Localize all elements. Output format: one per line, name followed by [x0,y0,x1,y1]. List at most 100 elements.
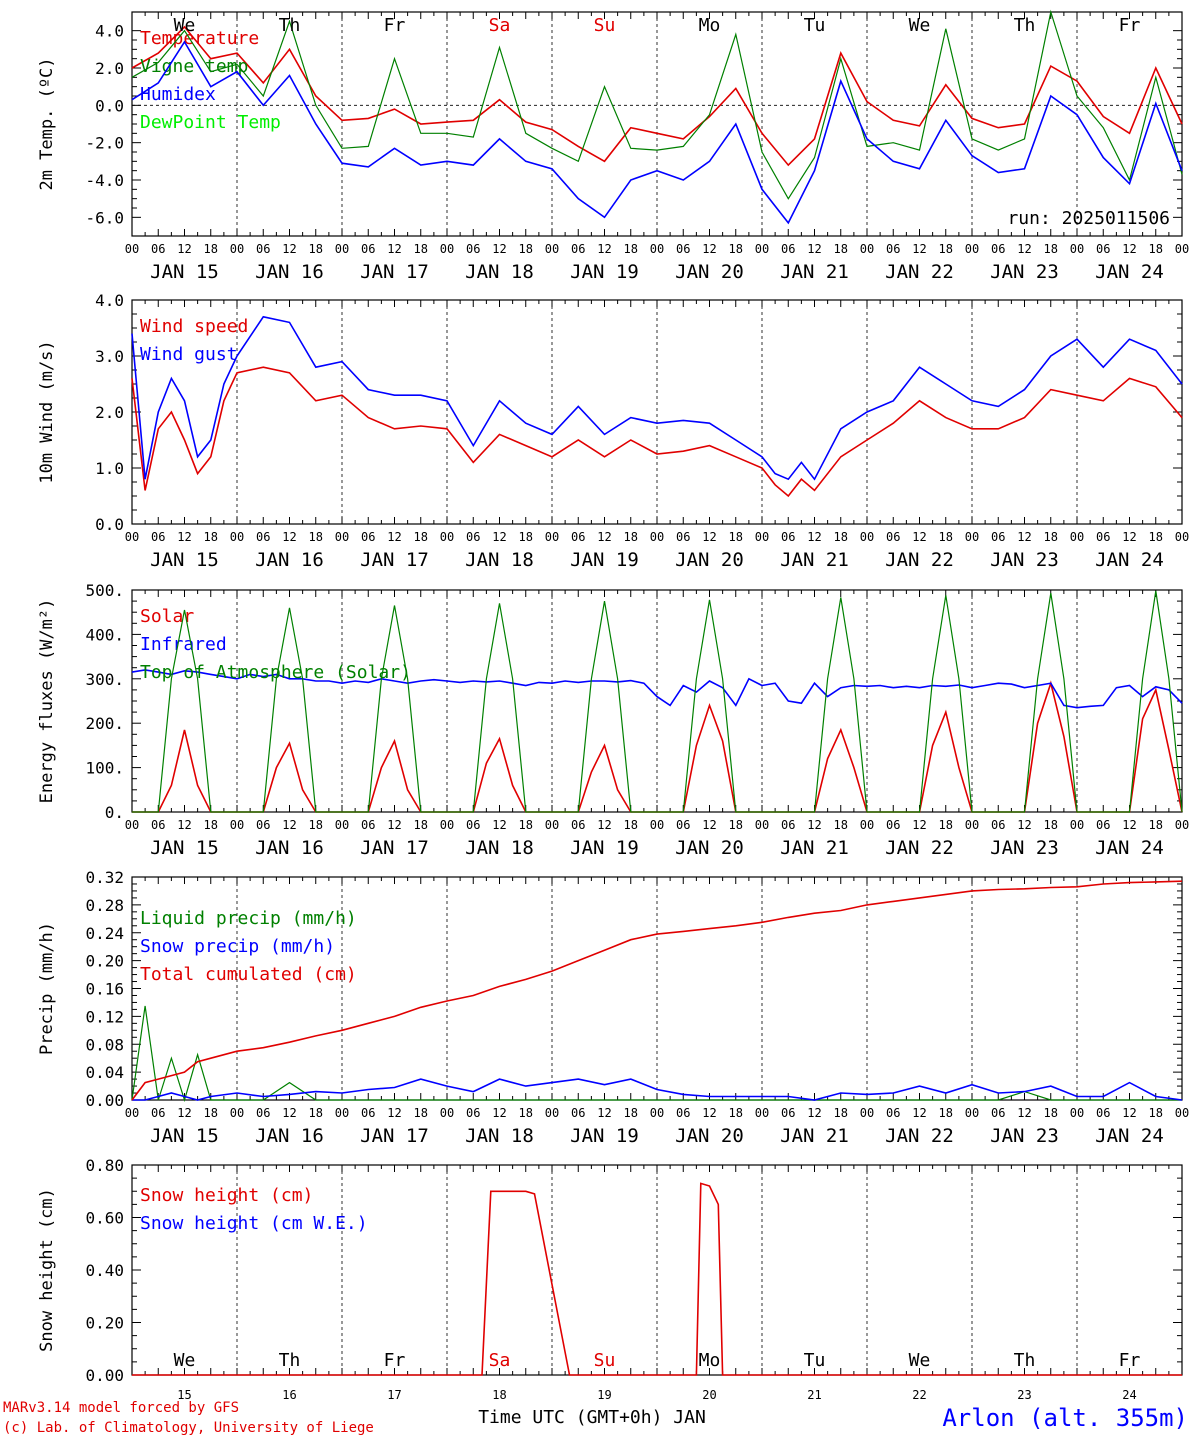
hour-label: 12 [177,242,191,256]
hour-label: 12 [702,818,716,832]
hour-label: 12 [912,242,926,256]
hour-label: 06 [151,530,165,544]
date-label: JAN 23 [990,1125,1059,1147]
hour-label: 06 [256,1106,270,1120]
hour-label: 00 [125,818,139,832]
hour-label: 00 [545,530,559,544]
legend-entry: Wind speed [140,316,248,337]
hour-label: 12 [1017,818,1031,832]
day-name: Su [594,15,616,36]
hour-label: 00 [1070,530,1084,544]
y-tick-label: 0.16 [85,980,124,999]
date-label: JAN 19 [570,1125,639,1147]
date-label: JAN 21 [780,549,849,571]
date-label: JAN 20 [675,837,744,859]
date-label: JAN 17 [360,1125,429,1147]
hour-label: 00 [545,818,559,832]
hour-label: 06 [151,242,165,256]
hour-label: 00 [440,530,454,544]
hour-label: 00 [965,242,979,256]
hour-label: 06 [361,1106,375,1120]
hour-label: 06 [151,1106,165,1120]
panel-2: 0.0 1.0 2.0 3.0 4.0 10m Wind (m/s) Wind speed W… [37,291,1189,571]
hour-label: 12 [387,530,401,544]
hour-label: 12 [1017,1106,1031,1120]
day-name: We [174,1350,196,1371]
date-label: JAN 17 [360,261,429,283]
day-name: We [909,1350,931,1371]
hour-label: 18 [834,1106,848,1120]
date-label: JAN 24 [1095,261,1164,283]
series-line-1 [131,366,1183,498]
hour-label: 00 [1070,242,1084,256]
y-tick-label: 2.0 [95,59,124,78]
hour-label: 00 [860,1106,874,1120]
y-tick-label: 0.80 [85,1156,124,1175]
hour-label: 00 [755,530,769,544]
hour-label: 12 [912,1106,926,1120]
day-name: Sa [489,1350,511,1371]
hour-label: 06 [466,242,480,256]
hour-label: 18 [624,242,638,256]
hour-label: 12 [282,1106,296,1120]
hour-label: 00 [1175,530,1189,544]
date-label: JAN 24 [1095,1125,1164,1147]
hour-label: 00 [335,818,349,832]
day-name: Fr [384,1350,406,1371]
hour-label: 18 [1044,1106,1058,1120]
hour-label: 12 [1122,242,1136,256]
panel-4: 0.00 0.04 0.08 0.12 0.16 0.20 0.24 0.28 0.32 Prec… [37,868,1189,1147]
hour-label: 12 [492,1106,506,1120]
station-name: Arlon (alt. 355m) [942,1404,1188,1432]
y-axis-label: Snow height (cm) [37,1188,57,1352]
hour-label: 18 [834,530,848,544]
hour-label: 12 [282,818,296,832]
hour-label: 18 [204,242,218,256]
hour-label: 00 [755,818,769,832]
hour-label: 12 [492,242,506,256]
hour-label: 18 [624,818,638,832]
day-name: Th [1014,15,1036,36]
hour-label: 00 [1175,1106,1189,1120]
hour-label: 12 [1122,530,1136,544]
hour-label: 18 [309,1106,323,1120]
hour-label: 12 [1122,1106,1136,1120]
panel-5: 0.00 0.20 0.40 0.60 0.80 Snow height (cm) Snow… [37,1156,1183,1428]
hour-label: 06 [886,530,900,544]
date-label: JAN 16 [255,261,324,283]
hour-label: 06 [781,1106,795,1120]
hour-label: 18 [309,530,323,544]
hour-label: 18 [204,1106,218,1120]
panel-1: -6.0 -4.0 -2.0 0.0 2.0 4.0 2m Temp. (ºC) Temper… [37,9,1189,283]
series-line-3 [131,40,1183,225]
legend-entry: DewPoint Temp [140,112,281,133]
hour-label: 18 [729,818,743,832]
legend-entry: Snow height (cm) [140,1185,313,1206]
hour-label: 00 [860,242,874,256]
hour-label: 06 [991,818,1005,832]
day-number: 15 [177,1388,191,1402]
date-label: JAN 18 [465,1125,534,1147]
hour-label: 18 [729,242,743,256]
hour-label: 12 [177,530,191,544]
y-tick-label: 0.04 [85,1063,124,1082]
day-number: 21 [807,1388,821,1402]
day-name: Tu [804,1350,826,1371]
legend-entry: Vigne temp [140,56,248,77]
hour-label: 12 [1017,242,1031,256]
date-label: JAN 21 [780,837,849,859]
date-label: JAN 16 [255,1125,324,1147]
series-line-3 [131,880,1183,1101]
y-tick-label: 0.28 [85,896,124,915]
date-label: JAN 24 [1095,549,1164,571]
hour-label: 06 [781,530,795,544]
hour-label: 18 [729,1106,743,1120]
date-label: JAN 17 [360,837,429,859]
day-name: Th [1014,1350,1036,1371]
legend-entry: Solar [140,606,194,627]
day-name: Mo [699,1350,721,1371]
date-label: JAN 23 [990,549,1059,571]
hour-label: 12 [702,1106,716,1120]
legend-entry: Snow height (cm W.E.) [140,1213,368,1234]
hour-label: 06 [256,242,270,256]
